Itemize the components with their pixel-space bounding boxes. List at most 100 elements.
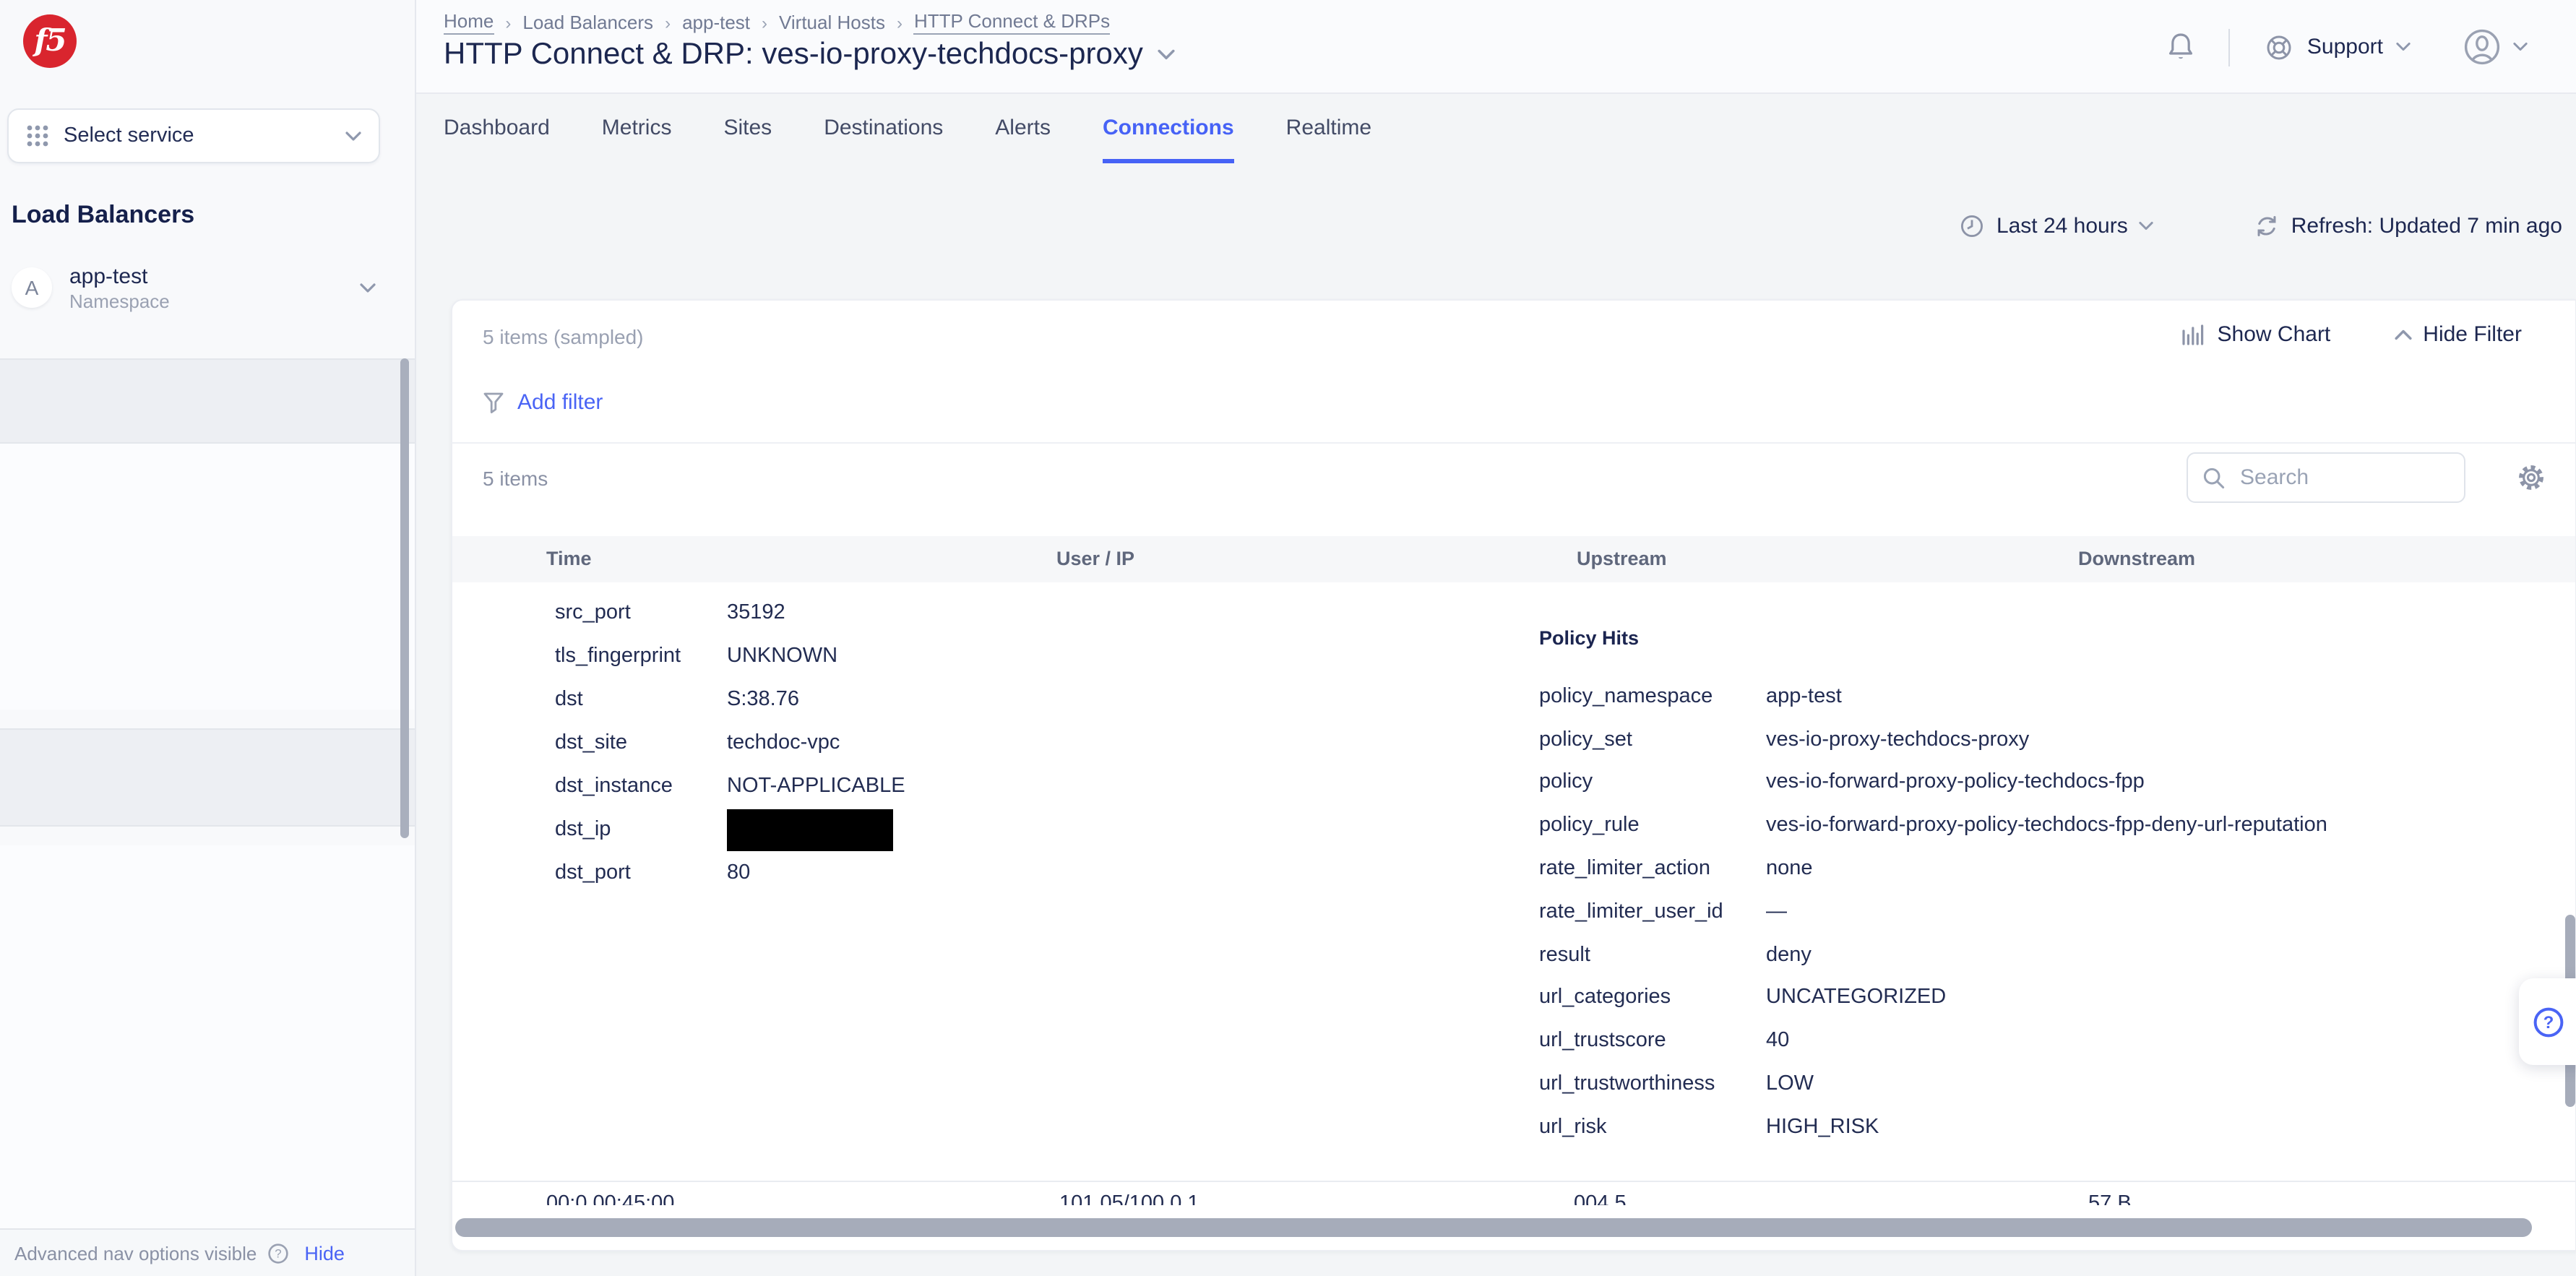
bar-chart-icon xyxy=(2182,324,2204,345)
help-button[interactable]: ? xyxy=(2519,978,2576,1065)
column-time[interactable]: Time xyxy=(546,548,592,569)
tab-alerts[interactable]: Alerts xyxy=(995,116,1051,140)
svg-text:?: ? xyxy=(2543,1012,2554,1032)
time-range-label: Last 24 hours xyxy=(1996,214,2128,238)
search-box[interactable] xyxy=(2187,452,2465,503)
hide-filter-button[interactable]: Hide Filter xyxy=(2394,322,2522,347)
add-filter-button[interactable]: Add filter xyxy=(483,390,603,415)
kv-url-risk: url_risk HIGH_RISK xyxy=(1539,1115,1879,1139)
policy-hits-title: Policy Hits xyxy=(1539,627,1640,649)
tab-dashboard[interactable]: Dashboard xyxy=(444,116,550,140)
kv-tls-fingerprint: tls_fingerprint UNKNOWN xyxy=(555,645,838,668)
refresh-status: Refresh: Updated 7 min ago xyxy=(2291,214,2562,238)
clock-icon xyxy=(1961,215,1983,238)
refresh-control[interactable]: Refresh: Updated 7 min ago xyxy=(2255,214,2562,238)
namespace-selector[interactable]: A app-test Namespace xyxy=(12,254,384,321)
grid-icon xyxy=(27,125,48,147)
notifications-bell-icon[interactable] xyxy=(2166,30,2197,64)
tab-destinations[interactable]: Destinations xyxy=(824,116,944,140)
partial-upstream: 004.5 xyxy=(1574,1192,1627,1205)
tab-metrics[interactable]: Metrics xyxy=(601,116,672,140)
page-title: HTTP Connect & DRP: ves-io-proxy-techdoc… xyxy=(444,38,1143,71)
column-downstream[interactable]: Downstream xyxy=(2078,548,2196,569)
kv-url-categories: url_categories UNCATEGORIZED xyxy=(1539,986,1947,1009)
chevron-down-icon xyxy=(2140,222,2154,230)
namespace-name: app-test xyxy=(69,264,148,288)
tab-connections[interactable]: Connections xyxy=(1102,116,1234,163)
chevron-down-icon xyxy=(345,131,361,140)
horizontal-scrollbar[interactable] xyxy=(455,1218,2532,1237)
sidebar: f5 Select service Load Balancers A app-t… xyxy=(0,0,416,1276)
tab-sites[interactable]: Sites xyxy=(723,116,772,140)
account-menu[interactable] xyxy=(2463,27,2528,66)
support-menu[interactable]: Support xyxy=(2265,33,2411,61)
lifebuoy-icon xyxy=(2267,35,2292,59)
detail-right-block: policy_namespace app-test policy_set ves-i… xyxy=(1539,675,2327,1149)
f5-logo[interactable]: f5 xyxy=(23,14,77,68)
column-upstream[interactable]: Upstream xyxy=(1577,548,1667,569)
search-icon xyxy=(2203,467,2225,488)
kv-dst: dst S:38.76 xyxy=(555,688,799,711)
breadcrumb: Home › Load Balancers › app-test › Virtu… xyxy=(444,10,1111,35)
partial-downstream: 57 B xyxy=(2088,1192,2132,1205)
kv-dst-ip: dst_ip xyxy=(555,808,905,851)
select-service-dropdown[interactable]: Select service xyxy=(7,108,380,163)
breadcrumb-virtual-hosts[interactable]: Virtual Hosts xyxy=(779,12,885,33)
kv-policy: policy ves-io-forward-proxy-policy-techdo… xyxy=(1539,770,2145,794)
kv-dst-instance: dst_instance NOT-APPLICABLE xyxy=(555,775,905,798)
sidebar-section-virtual-hosts: Virtual Hosts HTTP Load Balancers TCP Lo… xyxy=(0,444,415,1124)
chevron-down-icon[interactable] xyxy=(1158,49,1175,61)
items-count: 5 items xyxy=(483,467,548,490)
detail-left-block: src_port 35192 tls_fingerprint UNKNOWN dst… xyxy=(555,591,905,895)
f5-logo-text: f5 xyxy=(34,22,66,58)
chevron-down-icon xyxy=(360,283,376,292)
sidebar-section-manage: Manage Load Balancers Virtual Host Virtu… xyxy=(0,845,415,1228)
search-input[interactable] xyxy=(2237,464,2425,491)
support-label: Support xyxy=(2306,35,2383,59)
kv-result: result deny xyxy=(1539,943,1812,967)
table-header: Time User / IP Upstream Downstream xyxy=(452,536,2575,582)
redacted-value xyxy=(727,809,893,850)
hide-advanced-nav-link[interactable]: Hide xyxy=(304,1242,345,1264)
connections-panel: 5 items (sampled) Show Chart Hide Filter… xyxy=(451,299,2576,1251)
kv-url-trustworthiness: url_trustworthiness LOW xyxy=(1539,1072,1814,1096)
kv-src-port: src_port 35192 xyxy=(555,601,785,624)
tab-realtime[interactable]: Realtime xyxy=(1285,116,1372,140)
sidebar-scrollbar[interactable] xyxy=(400,358,409,838)
namespace-avatar: A xyxy=(12,267,52,308)
time-range-selector[interactable]: Last 24 hours xyxy=(1960,214,2154,238)
kv-dst-port: dst_port 80 xyxy=(555,861,751,884)
breadcrumb-http-connect-drps[interactable]: HTTP Connect & DRPs xyxy=(913,10,1111,35)
sidebar-heading: Load Balancers xyxy=(12,201,195,228)
help-question-icon: ? xyxy=(2533,1006,2564,1037)
gear-icon[interactable] xyxy=(2516,462,2546,493)
next-row-clipped[interactable]: 00:0 00:45:00 101.05/100.0.1 004.5 57 B xyxy=(452,1189,2575,1205)
view-tabs: Dashboard Metrics Sites Destinations Ale… xyxy=(444,116,1371,163)
breadcrumb-app-test[interactable]: app-test xyxy=(682,12,751,33)
chevron-down-icon xyxy=(2396,43,2411,51)
kv-rate-limiter-user-id: rate_limiter_user_id — xyxy=(1539,900,1787,923)
kv-policy-namespace: policy_namespace app-test xyxy=(1539,684,1842,708)
svg-text:?: ? xyxy=(275,1246,281,1260)
show-chart-button[interactable]: Show Chart xyxy=(2181,322,2330,347)
sidebar-section-mesh[interactable]: Mesh Service Mesh xyxy=(0,728,415,827)
row-divider xyxy=(452,1181,2575,1182)
breadcrumb-load-balancers[interactable]: Load Balancers xyxy=(522,12,654,33)
column-user-ip[interactable]: User / IP xyxy=(1056,548,1135,569)
sidebar-section-sites[interactable]: Sites App Site Map, App Site Li... xyxy=(0,358,415,792)
help-circle-icon[interactable]: ? xyxy=(267,1242,288,1264)
kv-dst-site: dst_site techdoc-vpc xyxy=(555,731,840,754)
kv-policy-set: policy_set ves-io-proxy-techdocs-proxy xyxy=(1539,728,2030,751)
user-avatar-icon xyxy=(2464,29,2500,65)
breadcrumb-home[interactable]: Home xyxy=(444,10,494,35)
time-toolbar: Last 24 hours Refresh: Updated 7 min ago xyxy=(1960,214,2562,238)
namespace-type-label: Namespace xyxy=(69,290,170,311)
kv-policy-rule: policy_rule ves-io-forward-proxy-policy-t… xyxy=(1539,814,2327,837)
sampled-count: 5 items (sampled) xyxy=(483,325,644,348)
partial-user-ip: 101.05/100.0.1 xyxy=(1059,1192,1199,1205)
sidebar-footer: Advanced nav options visible ? Hide xyxy=(0,1228,415,1276)
select-service-label: Select service xyxy=(64,124,194,147)
header-divider xyxy=(2228,28,2231,66)
kv-rate-limiter-action: rate_limiter_action none xyxy=(1539,857,1813,881)
